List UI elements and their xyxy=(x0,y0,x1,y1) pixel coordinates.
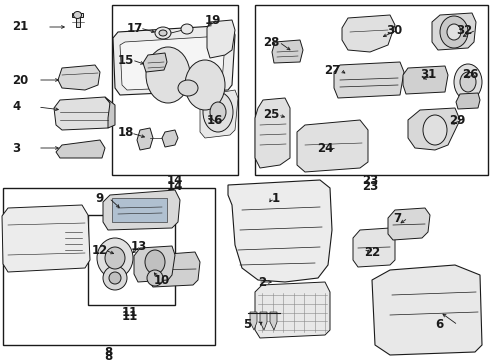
Bar xyxy=(15,218,60,260)
Ellipse shape xyxy=(155,27,171,39)
Polygon shape xyxy=(432,13,476,50)
Text: 8: 8 xyxy=(104,346,112,359)
Ellipse shape xyxy=(97,238,133,278)
Text: 20: 20 xyxy=(12,73,28,86)
Ellipse shape xyxy=(460,72,476,92)
Text: 25: 25 xyxy=(263,108,279,122)
Text: 5: 5 xyxy=(243,319,251,332)
Text: 29: 29 xyxy=(449,113,466,126)
Polygon shape xyxy=(148,252,200,287)
Polygon shape xyxy=(72,13,83,17)
Polygon shape xyxy=(54,97,112,130)
Polygon shape xyxy=(103,190,180,230)
Bar xyxy=(255,5,488,175)
Bar xyxy=(18,221,57,257)
Bar xyxy=(88,215,175,305)
Ellipse shape xyxy=(109,272,121,284)
Text: 2: 2 xyxy=(258,275,266,288)
Polygon shape xyxy=(207,20,235,58)
Ellipse shape xyxy=(210,102,226,122)
Text: 16: 16 xyxy=(207,113,223,126)
Bar xyxy=(112,5,238,175)
Text: 22: 22 xyxy=(364,247,380,260)
Text: 3: 3 xyxy=(12,141,20,154)
Polygon shape xyxy=(372,265,482,355)
Polygon shape xyxy=(408,108,460,150)
Ellipse shape xyxy=(145,250,165,274)
Text: 9: 9 xyxy=(95,192,103,204)
Text: 10: 10 xyxy=(154,274,170,287)
Text: 11: 11 xyxy=(122,306,138,319)
Ellipse shape xyxy=(178,80,198,96)
Text: 18: 18 xyxy=(118,126,134,139)
Text: 30: 30 xyxy=(386,23,402,36)
Text: 6: 6 xyxy=(435,319,443,332)
Polygon shape xyxy=(270,312,277,330)
Ellipse shape xyxy=(440,16,468,48)
Ellipse shape xyxy=(146,47,190,103)
Ellipse shape xyxy=(423,115,447,145)
Polygon shape xyxy=(162,130,178,147)
Polygon shape xyxy=(272,40,303,63)
Polygon shape xyxy=(456,93,480,109)
Ellipse shape xyxy=(147,270,163,286)
Polygon shape xyxy=(2,205,90,272)
Ellipse shape xyxy=(103,266,127,290)
Text: 32: 32 xyxy=(456,23,472,36)
Polygon shape xyxy=(255,282,330,338)
Polygon shape xyxy=(137,128,153,150)
Text: 24: 24 xyxy=(317,141,333,154)
Text: 12: 12 xyxy=(92,243,108,256)
Text: 7: 7 xyxy=(393,211,401,225)
Text: 4: 4 xyxy=(12,100,20,113)
Ellipse shape xyxy=(159,30,167,36)
Polygon shape xyxy=(113,25,235,95)
Ellipse shape xyxy=(105,247,125,269)
Bar xyxy=(112,198,167,222)
Text: 31: 31 xyxy=(420,68,436,81)
Polygon shape xyxy=(200,90,238,138)
Ellipse shape xyxy=(203,92,233,132)
Polygon shape xyxy=(105,97,115,128)
Text: 27: 27 xyxy=(324,63,340,77)
Polygon shape xyxy=(228,180,332,282)
Text: 23: 23 xyxy=(362,180,378,193)
Text: 14: 14 xyxy=(167,175,183,188)
Polygon shape xyxy=(58,65,100,90)
Polygon shape xyxy=(250,312,257,330)
Ellipse shape xyxy=(185,60,225,110)
Text: 14: 14 xyxy=(167,180,183,193)
Text: 23: 23 xyxy=(362,175,378,188)
Polygon shape xyxy=(260,312,267,330)
Polygon shape xyxy=(134,246,175,282)
Polygon shape xyxy=(76,17,80,27)
Text: 26: 26 xyxy=(462,68,478,81)
Polygon shape xyxy=(297,120,368,172)
Polygon shape xyxy=(120,36,225,90)
Polygon shape xyxy=(334,62,404,98)
Polygon shape xyxy=(403,66,448,94)
Text: 15: 15 xyxy=(118,54,134,67)
Polygon shape xyxy=(56,140,105,158)
Text: 8: 8 xyxy=(104,350,112,360)
Polygon shape xyxy=(255,98,290,168)
Ellipse shape xyxy=(447,24,461,40)
Text: 13: 13 xyxy=(131,239,147,252)
Polygon shape xyxy=(342,15,395,52)
Ellipse shape xyxy=(454,64,482,100)
Polygon shape xyxy=(353,228,395,267)
Polygon shape xyxy=(143,53,167,72)
Text: 21: 21 xyxy=(12,21,28,33)
Ellipse shape xyxy=(74,12,81,18)
Polygon shape xyxy=(388,208,430,240)
Text: 1: 1 xyxy=(272,192,280,204)
Text: 28: 28 xyxy=(263,36,279,49)
Ellipse shape xyxy=(181,24,193,34)
Text: 19: 19 xyxy=(205,13,221,27)
Bar xyxy=(3,188,215,345)
Text: 17: 17 xyxy=(127,22,143,35)
Text: 11: 11 xyxy=(122,310,138,323)
